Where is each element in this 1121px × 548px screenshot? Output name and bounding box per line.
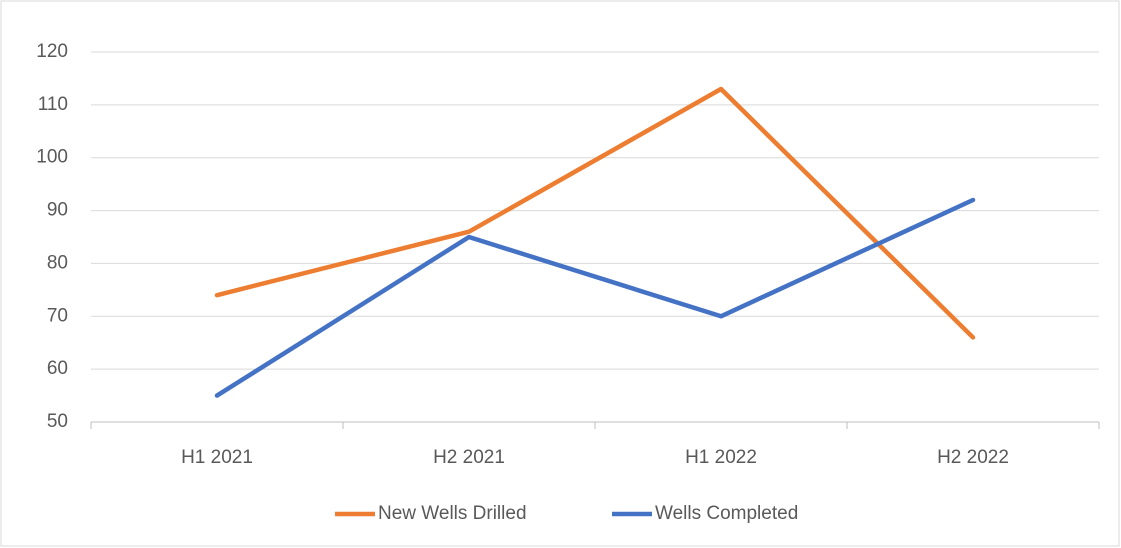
legend-label: Wells Completed (655, 503, 798, 524)
series-line (214, 197, 976, 398)
x-tick-label: H1 2021 (181, 447, 253, 468)
y-tick-label: 60 (47, 358, 68, 379)
x-tick-label: H2 2022 (937, 447, 1009, 468)
y-tick-label: 50 (47, 411, 68, 432)
x-tick-label: H2 2021 (433, 447, 505, 468)
x-tick-label: H1 2022 (685, 447, 757, 468)
y-tick-label: 90 (47, 200, 68, 221)
series-line (214, 86, 976, 340)
y-tick-label: 100 (36, 147, 68, 168)
legend-label: New Wells Drilled (378, 503, 527, 524)
y-tick-label: 70 (47, 305, 68, 326)
y-tick-label: 120 (36, 41, 68, 62)
y-tick-label: 80 (47, 252, 68, 273)
y-tick-label: 110 (38, 94, 68, 115)
